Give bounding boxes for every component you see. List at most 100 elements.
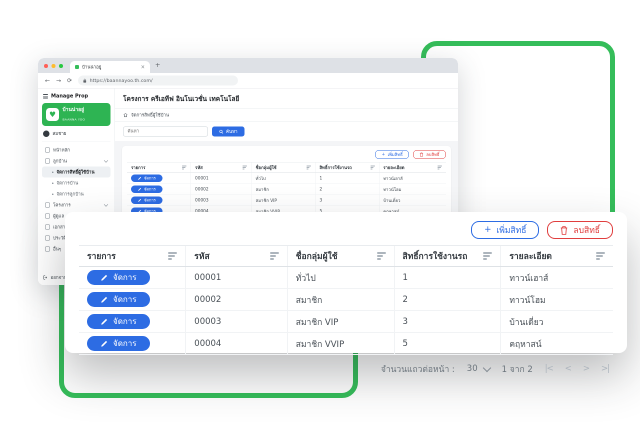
cell-code: 00001	[190, 172, 252, 184]
cell-detail: บ้านเดี่ยว	[500, 310, 613, 333]
bullet-icon	[52, 193, 54, 195]
manage-button[interactable]: จัดการ	[131, 174, 163, 182]
new-tab-button[interactable]: +	[155, 61, 161, 70]
sort-icon[interactable]	[437, 165, 442, 170]
last-page-button[interactable]: >|	[601, 364, 610, 374]
table-row: จัดการ 00002 สมาชิก 2 ทาวน์โฮม	[79, 288, 613, 311]
sort-icon[interactable]	[182, 165, 187, 170]
manage-button[interactable]: จัดการ	[87, 292, 150, 307]
table-row: จัดการ 00003 สมาชิก VIP 3 บ้านเดี่ยว	[79, 310, 613, 333]
sort-icon[interactable]	[370, 165, 375, 170]
browser-tab[interactable]: บ้านน่าอยู่ ×	[70, 61, 150, 73]
page-title: โครงการ ครีเอทีฟ อินโนเวชั่น เทคโนโลยี	[123, 95, 240, 104]
col-header-permission: สิทธิ์การใช้งานรถ	[393, 245, 501, 267]
add-permission-button[interactable]: + เพิ่มสิทธิ์	[375, 150, 410, 159]
search-button[interactable]: ค้นหา	[212, 126, 245, 137]
delete-permission-button[interactable]: ลบสิทธิ์	[547, 221, 613, 239]
cell-permission: 5	[393, 332, 501, 355]
cell-permission: 1	[393, 266, 501, 289]
manage-button[interactable]: จัดการ	[87, 270, 150, 285]
cell-action: จัดการ	[79, 332, 186, 355]
edit-icon	[101, 340, 108, 347]
sidebar-item-home[interactable]: หน้าหลัก	[42, 145, 111, 156]
close-tab-icon[interactable]: ×	[140, 64, 145, 70]
cell-code: 00004	[185, 332, 288, 355]
logout-button[interactable]: ออกจากระบบ	[43, 274, 77, 281]
user-name: สมชาย	[52, 131, 67, 137]
window-controls	[44, 64, 63, 68]
plus-icon: +	[381, 152, 386, 157]
col-header-action: รายการ	[79, 245, 186, 267]
table-toolbar: + เพิ่มสิทธิ์ ลบสิทธิ์	[79, 221, 613, 239]
trash-icon	[561, 225, 568, 235]
manage-button[interactable]: จัดการ	[131, 185, 163, 193]
back-icon[interactable]: ←	[45, 77, 51, 84]
reload-icon[interactable]: ⟳	[67, 77, 73, 84]
delete-permission-button[interactable]: ลบสิทธิ์	[413, 150, 446, 159]
cell-permission: 2	[314, 183, 379, 195]
col-header-detail: รายละเอียด	[500, 245, 613, 267]
sidebar-item-admins[interactable]: ผู้ดูแล	[42, 211, 111, 222]
favicon	[75, 65, 79, 69]
close-window-button[interactable]	[44, 64, 48, 68]
col-header-detail: รายละเอียด	[378, 162, 446, 173]
manage-button[interactable]: จัดการ	[87, 314, 150, 329]
cell-group: ทั่วไป	[251, 172, 316, 184]
sidebar-item-manage-user-permissions[interactable]: จัดการสิทธิ์ผู้ใช้บ้าน	[42, 166, 111, 178]
sidebar-item-residents[interactable]: ลูกบ้าน	[42, 156, 111, 167]
pagination: จำนวนแถวต่อหน้า : 30 1 จาก 2 |< < > >|	[79, 355, 613, 376]
cell-permission: 3	[314, 194, 379, 206]
cell-action: จัดการ	[79, 288, 186, 311]
add-permission-button[interactable]: + เพิ่มสิทธิ์	[471, 221, 540, 239]
manage-button[interactable]: จัดการ	[87, 336, 150, 351]
hamburger-icon[interactable]	[43, 94, 48, 99]
sort-icon[interactable]	[168, 252, 178, 260]
admin-icon	[45, 213, 50, 219]
url-text: https://baannayoo.th.com/	[89, 77, 153, 84]
heart-logo-icon: ♥	[46, 108, 59, 121]
prev-page-button[interactable]: <	[564, 364, 572, 374]
rows-per-page-select[interactable]: 30	[467, 363, 491, 374]
maximize-window-button[interactable]	[59, 64, 63, 68]
sidebar-item-manage-residents[interactable]: จัดการลูกบ้าน	[42, 189, 111, 200]
cell-group: สมาชิก VVIP	[286, 332, 395, 355]
avatar	[43, 130, 50, 137]
cell-permission: 2	[393, 288, 501, 311]
manage-button[interactable]: จัดการ	[131, 207, 163, 215]
home-icon	[45, 147, 50, 153]
sidebar-brand-row: Manage Prop	[42, 93, 111, 104]
sort-icon[interactable]	[376, 252, 386, 260]
user-row[interactable]: สมชาย	[42, 126, 111, 142]
sidebar-item-history[interactable]: ประวัติ	[42, 233, 111, 244]
cell-group: สมาชิก VIP	[286, 310, 395, 333]
browser-tab-bar: บ้านน่าอยู่ × +	[38, 58, 458, 73]
rows-per-page-label: จำนวนแถวต่อหน้า :	[380, 365, 455, 375]
forward-icon[interactable]: →	[56, 77, 62, 84]
sidebar-item-documents[interactable]: เอกสารทั่วไป	[42, 222, 111, 233]
edit-icon	[138, 198, 142, 202]
cell-detail: ทาวน์โฮม	[500, 288, 613, 311]
manage-button[interactable]: จัดการ	[131, 196, 163, 204]
first-page-button[interactable]: |<	[544, 364, 554, 374]
sort-icon[interactable]	[242, 165, 248, 170]
next-page-button[interactable]: >	[582, 364, 590, 374]
sort-icon[interactable]	[306, 165, 311, 170]
edit-icon	[138, 187, 142, 191]
sort-icon[interactable]	[596, 252, 605, 260]
trash-icon	[420, 152, 424, 157]
search-input[interactable]	[123, 126, 208, 137]
chevron-down-icon	[103, 158, 109, 163]
app-name: Manage Prop	[51, 93, 89, 100]
breadcrumb-label: จัดการสิทธิ์ผู้ใช้บ้าน	[131, 113, 170, 118]
sort-icon[interactable]	[483, 252, 493, 260]
edit-icon	[101, 318, 108, 325]
url-field[interactable]: https://baannayoo.th.com/	[78, 75, 239, 86]
minimize-window-button[interactable]	[51, 64, 56, 68]
sidebar-item-manage-houses[interactable]: จัดการบ้าน	[42, 178, 111, 189]
sidebar-item-projects[interactable]: โครงการ	[42, 200, 111, 211]
sort-icon[interactable]	[269, 252, 279, 260]
residents-icon	[45, 158, 50, 164]
cell-code: 00002	[190, 183, 252, 195]
sidebar-item-others[interactable]: อื่นๆ	[42, 244, 111, 255]
